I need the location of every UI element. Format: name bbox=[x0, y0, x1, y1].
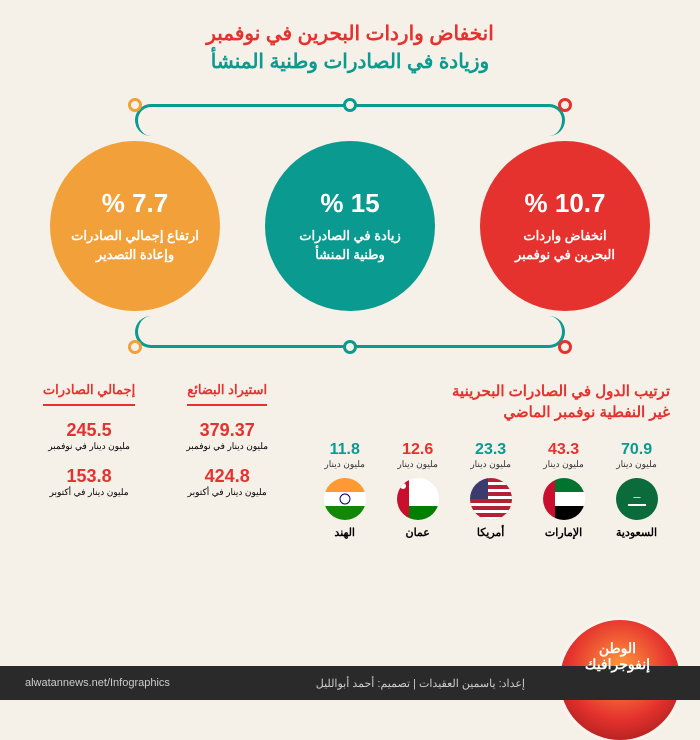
brand-line-1: الوطن bbox=[599, 640, 636, 656]
stat-circle-3: % 7.7 ارتفاع إجمالي الصادراتوإعادة التصد… bbox=[50, 141, 220, 311]
brand-logo-text: الوطن إنفوجرافيك bbox=[585, 641, 650, 672]
ranking-title: ترتيب الدول في الصادرات البحرينيةغير الن… bbox=[311, 381, 670, 423]
stat-label: انخفاض وارداتالبحرين في نوفمبر bbox=[515, 227, 615, 263]
flag-icon bbox=[397, 478, 439, 520]
circles-diagram: % 10.7 انخفاض وارداتالبحرين في نوفمبر % … bbox=[40, 96, 660, 356]
stat-sublabel: مليون دينار في أكتوبر bbox=[30, 487, 148, 498]
stat-circle-1: % 10.7 انخفاض وارداتالبحرين في نوفمبر bbox=[480, 141, 650, 311]
country-item: 11.8مليون دينار الهند bbox=[311, 441, 378, 539]
header: انخفاض واردات البحرين في نوفمبر وزيادة ف… bbox=[0, 0, 700, 86]
country-value: 23.3 bbox=[457, 441, 524, 459]
country-unit: مليون دينار bbox=[530, 459, 597, 470]
stat-column-imports: استيراد البضائع 379.37 مليون دينار في نو… bbox=[168, 381, 286, 539]
credits-text: إعداد: ياسمين العقيدات | تصميم: أحمد أبو… bbox=[316, 677, 525, 690]
stat-sublabel: مليون دينار في نوفمبر bbox=[168, 441, 286, 452]
stat-percent: % 7.7 bbox=[102, 188, 169, 219]
country-list: 70.9مليون دينارـــالسعودية43.3مليون دينا… bbox=[311, 441, 670, 539]
stat-header: إجمالي الصادرات bbox=[43, 382, 135, 406]
stat-percent: % 10.7 bbox=[525, 188, 606, 219]
stat-circle-2: % 15 زيادة في الصادراتوطنية المنشأ bbox=[265, 141, 435, 311]
stat-label: زيادة في الصادراتوطنية المنشأ bbox=[299, 227, 400, 263]
stat-value: 245.5 bbox=[30, 420, 148, 441]
country-unit: مليون دينار bbox=[603, 459, 670, 470]
country-value: 43.3 bbox=[530, 441, 597, 459]
node-dot bbox=[128, 98, 142, 112]
title-line-1: انخفاض واردات البحرين في نوفمبر bbox=[206, 23, 494, 45]
country-ranking: ترتيب الدول في الصادرات البحرينيةغير الن… bbox=[311, 381, 670, 539]
stat-column-exports: إجمالي الصادرات 245.5 مليون دينار في نوف… bbox=[30, 381, 148, 539]
country-item: 70.9مليون دينار ـــ السعودية bbox=[603, 441, 670, 539]
stat-percent: % 15 bbox=[320, 188, 379, 219]
country-value: 12.6 bbox=[384, 441, 451, 459]
stat-sublabel: مليون دينار في أكتوبر bbox=[168, 487, 286, 498]
country-value: 11.8 bbox=[311, 441, 378, 459]
country-unit: مليون دينار bbox=[457, 459, 524, 470]
site-url: alwatannews.net/Infographics bbox=[25, 677, 170, 689]
country-unit: مليون دينار bbox=[384, 459, 451, 470]
lower-section: ترتيب الدول في الصادرات البحرينيةغير الن… bbox=[0, 381, 700, 539]
stat-sublabel: مليون دينار في نوفمبر bbox=[30, 441, 148, 452]
country-value: 70.9 bbox=[603, 441, 670, 459]
country-item: 12.6مليون دينار عمان bbox=[384, 441, 451, 539]
svg-text:ـــ: ـــ bbox=[632, 491, 641, 500]
country-item: 23.3مليون دينار أمريكا bbox=[457, 441, 524, 539]
flag-icon bbox=[470, 478, 512, 520]
country-unit: مليون دينار bbox=[311, 459, 378, 470]
node-dot bbox=[343, 98, 357, 112]
stat-label: ارتفاع إجمالي الصادراتوإعادة التصدير bbox=[71, 227, 199, 263]
brand-line-2: إنفوجرافيك bbox=[585, 656, 650, 672]
country-name: عمان bbox=[384, 526, 451, 539]
country-item: 43.3مليون دينار الإمارات bbox=[530, 441, 597, 539]
flag-icon: ـــ bbox=[616, 478, 658, 520]
country-name: أمريكا bbox=[457, 526, 524, 539]
country-name: الهند bbox=[311, 526, 378, 539]
stat-value: 153.8 bbox=[30, 466, 148, 487]
node-dot bbox=[343, 340, 357, 354]
country-name: الإمارات bbox=[530, 526, 597, 539]
stat-header: استيراد البضائع bbox=[187, 382, 267, 406]
country-name: السعودية bbox=[603, 526, 670, 539]
node-dot bbox=[558, 340, 572, 354]
title-line-2: وزيادة في الصادرات وطنية المنشأ bbox=[211, 51, 489, 73]
node-dot bbox=[558, 98, 572, 112]
stat-value: 379.37 bbox=[168, 420, 286, 441]
flag-icon bbox=[324, 478, 366, 520]
footer: الوطن إنفوجرافيك إعداد: ياسمين العقيدات … bbox=[0, 640, 700, 700]
flag-icon bbox=[543, 478, 585, 520]
node-dot bbox=[128, 340, 142, 354]
import-export-stats: استيراد البضائع 379.37 مليون دينار في نو… bbox=[30, 381, 286, 539]
stat-value: 424.8 bbox=[168, 466, 286, 487]
page-title: انخفاض واردات البحرين في نوفمبر وزيادة ف… bbox=[40, 20, 660, 76]
